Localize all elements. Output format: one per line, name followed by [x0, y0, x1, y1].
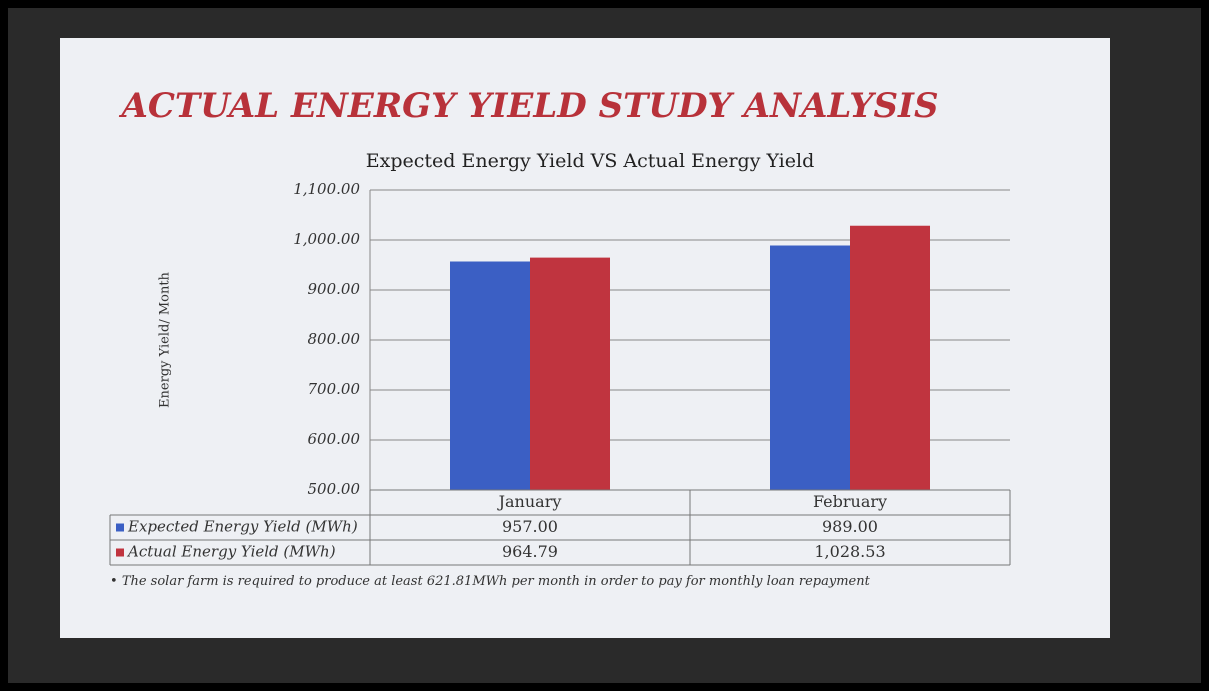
bar	[850, 225, 930, 491]
legend-swatch	[116, 523, 124, 532]
x-tick-label: January	[497, 492, 562, 511]
legend-label: Expected Energy Yield (MWh)	[127, 518, 358, 536]
bar	[530, 257, 610, 490]
legend-label: Actual Energy Yield (MWh)	[126, 543, 336, 561]
y-tick-label: 600.00	[308, 430, 361, 448]
bar	[450, 261, 530, 490]
footnote: • The solar farm is required to produce …	[110, 574, 870, 589]
data-label: 964.79	[502, 542, 558, 561]
x-tick-label: February	[813, 492, 887, 511]
data-label: 1,028.53	[814, 542, 885, 561]
y-tick-label: 900.00	[308, 280, 361, 298]
bar	[770, 245, 850, 490]
y-tick-label: 700.00	[308, 380, 361, 398]
data-label: 957.00	[502, 517, 558, 536]
data-label: 989.00	[822, 517, 878, 536]
chart-title: Expected Energy Yield VS Actual Energy Y…	[366, 150, 815, 172]
y-axis-title: Energy Yield/ Month	[158, 271, 173, 407]
legend-swatch	[116, 548, 124, 557]
y-tick-label: 500.00	[308, 480, 361, 498]
y-tick-label: 1,100.00	[293, 180, 360, 198]
footnote-text: The solar farm is required to produce at…	[121, 574, 870, 589]
slide-title: ACTUAL ENERGY YIELD STUDY ANALYSIS	[118, 86, 938, 126]
y-tick-label: 800.00	[308, 330, 361, 348]
y-tick-label: 1,000.00	[293, 230, 360, 248]
